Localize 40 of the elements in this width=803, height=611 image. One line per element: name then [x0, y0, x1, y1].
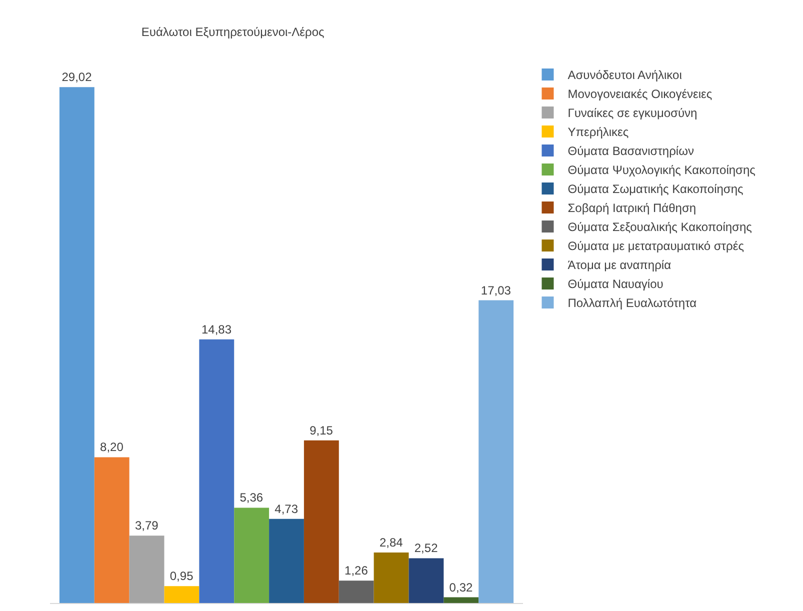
legend-label: Θύματα Ψυχολογικής Κακοποίησης	[568, 163, 756, 178]
data-label: 2,52	[414, 541, 438, 556]
bar	[164, 586, 200, 603]
data-label: 0,95	[170, 569, 194, 584]
data-label: 1,26	[344, 564, 368, 578]
legend-label: Άτομα με αναπηρία	[568, 258, 672, 272]
bar	[59, 87, 94, 603]
data-label: 9,15	[310, 423, 334, 438]
bar	[338, 580, 374, 603]
legend-label: Πολλαπλή Ευαλωτότητα	[568, 296, 697, 310]
legend-label: Θύματα με μετατραυματικό στρές	[568, 239, 744, 254]
data-label: 4,73	[274, 502, 298, 516]
bar	[129, 536, 164, 603]
data-label: 8,20	[100, 440, 124, 454]
data-label: 3,79	[134, 518, 159, 533]
bar	[304, 440, 339, 603]
data-label: 14,83	[201, 322, 232, 336]
bar	[408, 558, 444, 603]
data-label: 29,02	[62, 70, 92, 84]
legend-label: Μονογονειακές Οικογένειες	[568, 87, 712, 102]
bar	[478, 300, 514, 603]
legend-label: Θύματα Ναυαγίου	[568, 277, 664, 292]
legend-label: Ασυνόδευτοι Ανήλικοι	[568, 68, 682, 82]
chart-title: Ευάλωτοι Εξυπηρετούμενοι-Λέρος	[141, 24, 325, 39]
bar	[234, 508, 270, 603]
bar	[444, 597, 479, 603]
legend-label: Σοβαρή Ιατρική Πάθηση	[568, 201, 696, 216]
data-label: 17,03	[480, 283, 512, 298]
legend-label: Θύματα Σωματικής Κακοποίησης	[568, 182, 744, 196]
data-label: 5,36	[240, 490, 264, 505]
data-label: 2,84	[379, 536, 404, 550]
legend-label: Θύματα Σεξουαλικής Κακοποίησης	[568, 220, 752, 234]
data-label: 0,32	[449, 580, 473, 594]
legend-label: Θύματα Βασανιστηρίων	[568, 144, 694, 158]
bar	[269, 518, 304, 603]
legend-label: Γυναίκες σε εγκυμοσύνη	[568, 106, 698, 120]
bar	[94, 457, 130, 603]
legend-label: Υπερήλικες	[568, 125, 629, 140]
bar	[199, 339, 234, 603]
bar	[374, 552, 409, 603]
